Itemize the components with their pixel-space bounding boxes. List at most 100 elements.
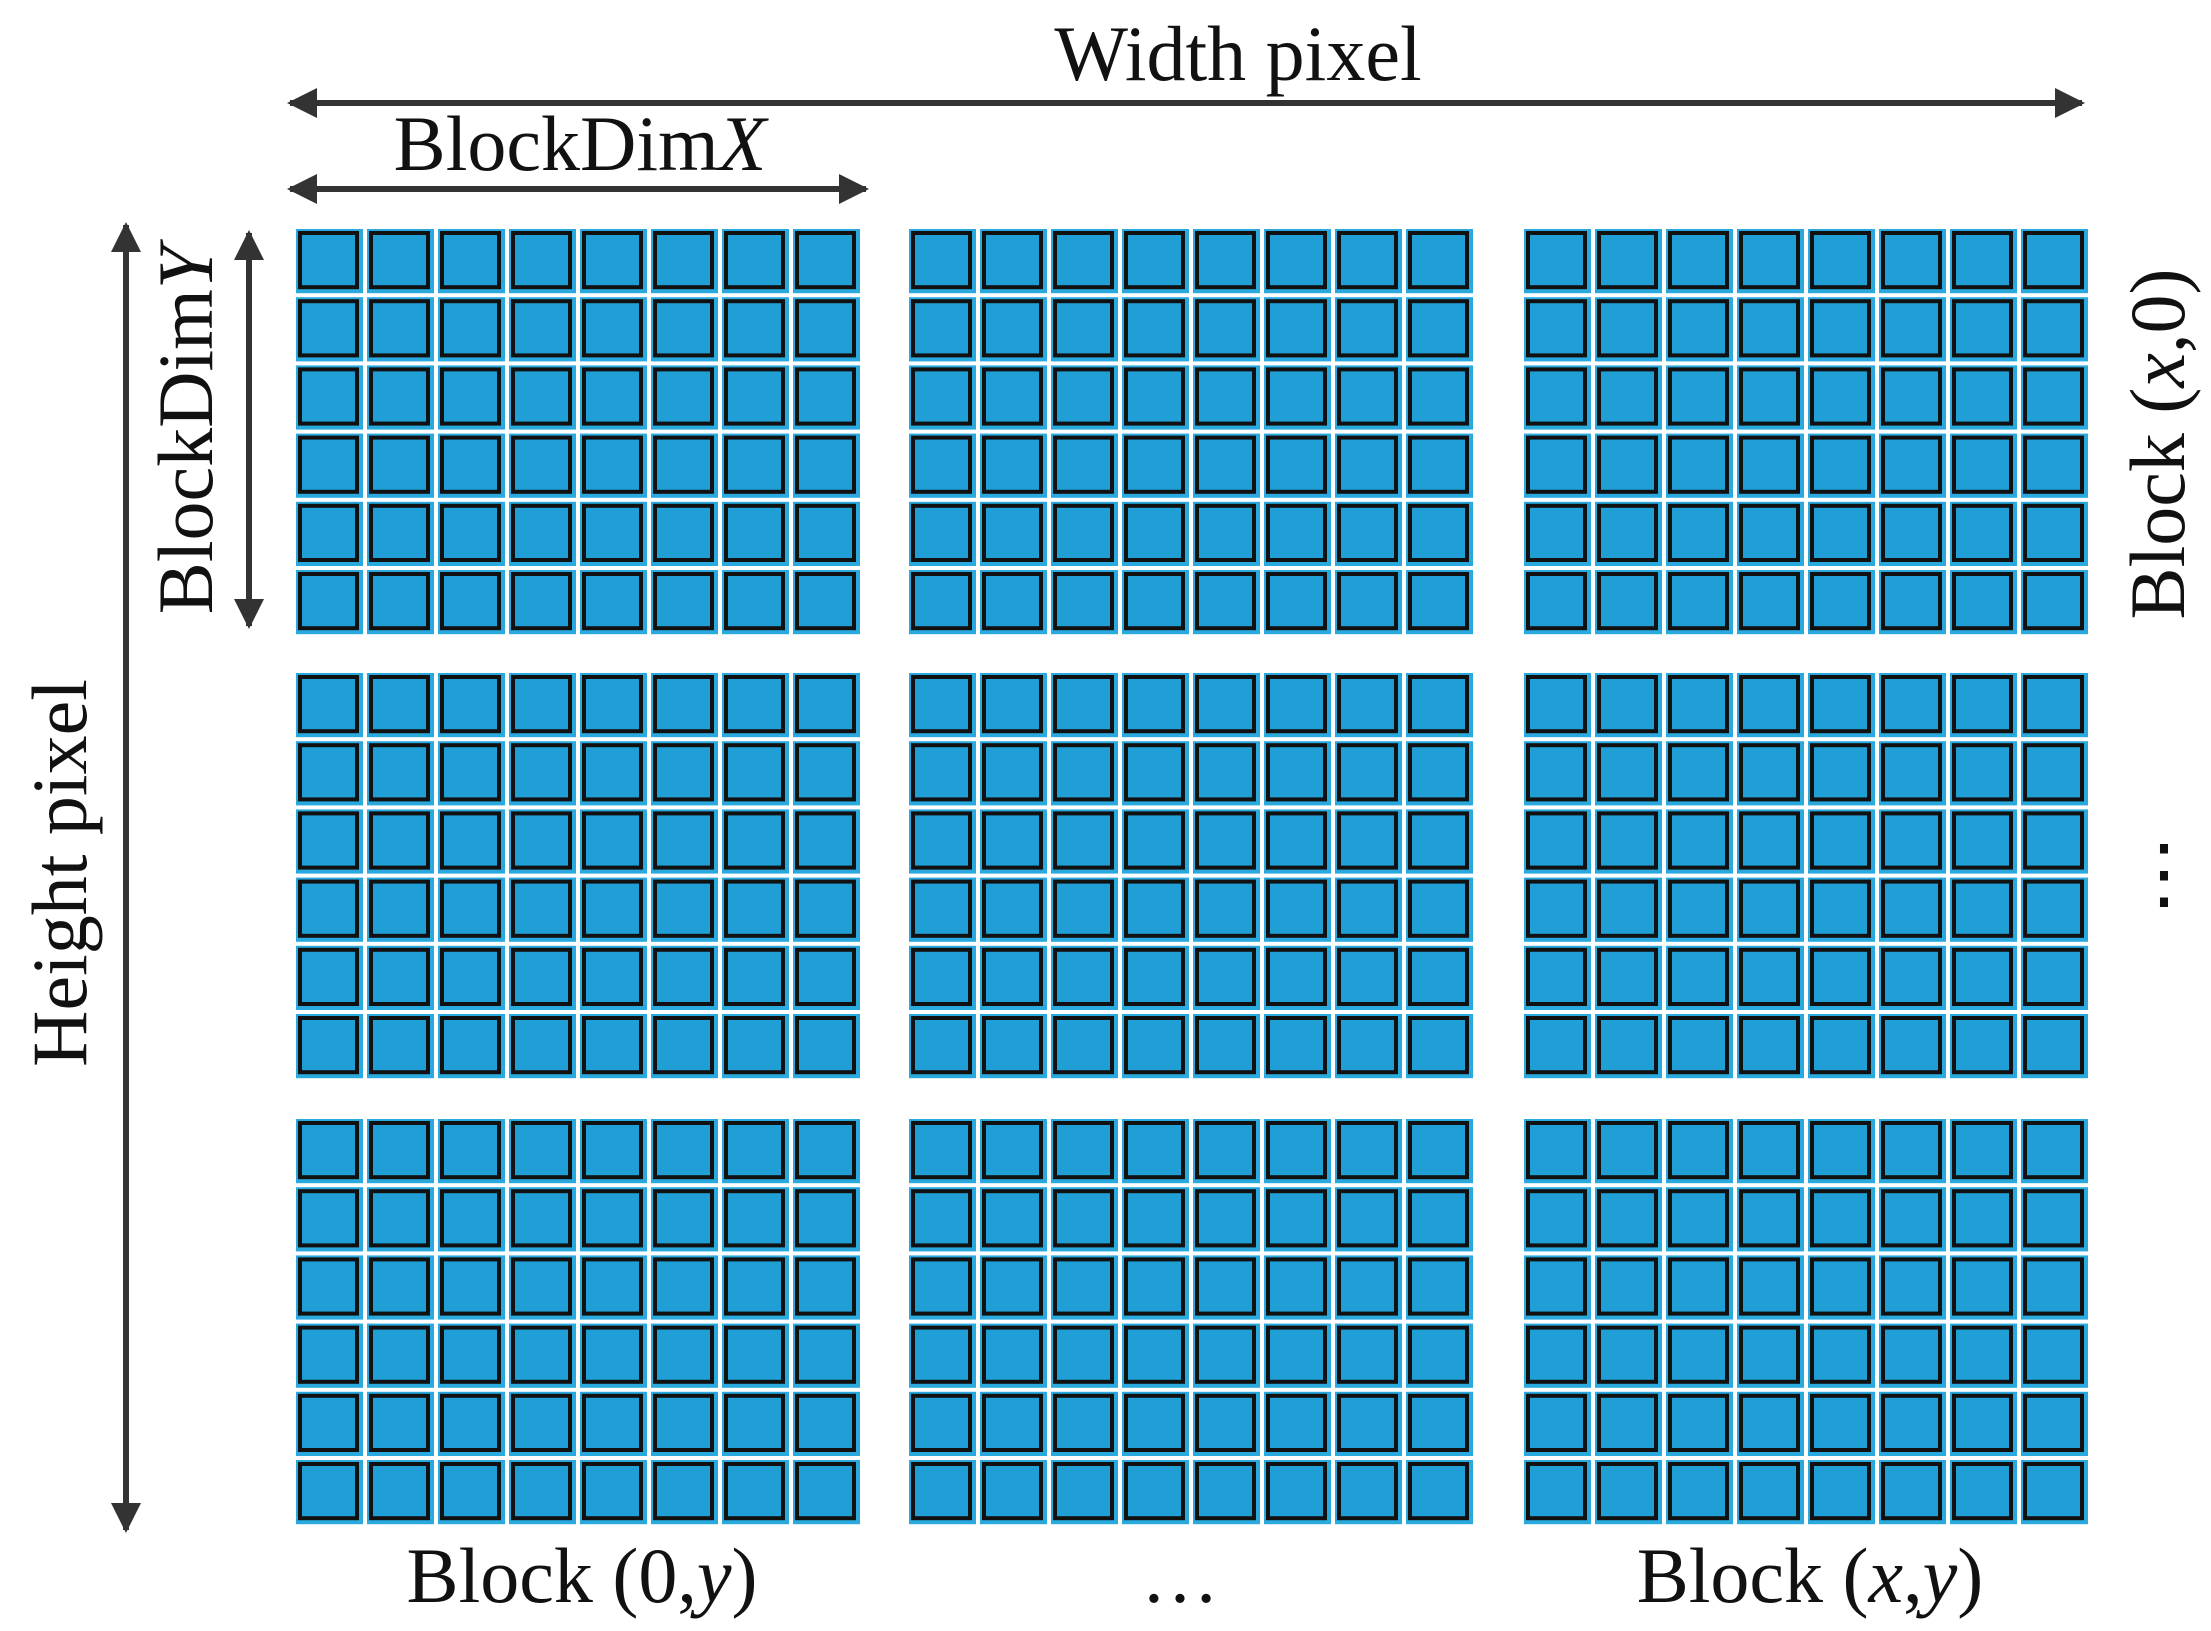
pixel-inner <box>1810 1257 1871 1316</box>
pixel-inner <box>298 1257 359 1316</box>
pixel-inner <box>1668 1189 1729 1248</box>
pixel-inner <box>1053 675 1114 734</box>
pixel-inner <box>795 1257 856 1316</box>
pixel-inner <box>298 231 359 290</box>
pixel-inner <box>369 1189 430 1248</box>
pixel-inner <box>982 743 1043 802</box>
pixel-inner <box>1124 299 1185 358</box>
pixel-inner <box>1124 811 1185 870</box>
pixel-inner <box>1526 503 1587 562</box>
pixel-inner <box>440 231 501 290</box>
pixel-inner <box>1952 675 2013 734</box>
pixel-inner <box>795 503 856 562</box>
pixel-inner <box>1526 1257 1587 1316</box>
pixel-inner <box>1668 1325 1729 1384</box>
pixel-inner <box>1668 743 1729 802</box>
pixel-inner <box>298 1462 359 1521</box>
pixel-inner <box>440 572 501 631</box>
pixel-inner <box>982 572 1043 631</box>
pixel-inner <box>982 1016 1043 1075</box>
pixel-inner <box>298 435 359 494</box>
pixel-inner <box>582 1325 643 1384</box>
pixel-inner <box>653 675 714 734</box>
pixel-inner <box>653 299 714 358</box>
pixel-inner <box>1739 1393 1800 1453</box>
pixel-inner <box>911 435 972 494</box>
pixel-inner <box>1195 572 1256 631</box>
width-label: Width pixel <box>1054 10 1421 97</box>
pixel-inner <box>1810 675 1871 734</box>
pixel-inner <box>1124 503 1185 562</box>
pixel-inner <box>795 743 856 802</box>
pixel-inner <box>1952 367 2013 426</box>
pixel-inner <box>440 811 501 870</box>
pixel-inner <box>653 811 714 870</box>
pixel-inner <box>511 1016 572 1075</box>
pixel-inner <box>440 299 501 358</box>
pixel-inner <box>369 1121 430 1180</box>
pixel-inner <box>982 811 1043 870</box>
pixel-inner <box>440 1325 501 1384</box>
pixel-inner <box>911 1257 972 1316</box>
pixel-inner <box>369 231 430 290</box>
pixel-inner <box>653 947 714 1006</box>
pixel-inner <box>1337 231 1398 290</box>
pixel-inner <box>1195 879 1256 938</box>
pixel-inner <box>982 1325 1043 1384</box>
pixel-inner <box>1881 299 1942 358</box>
pixel-inner <box>1668 1393 1729 1453</box>
pixel-inner <box>1668 435 1729 494</box>
pixel-inner <box>1668 503 1729 562</box>
pixel-inner <box>1597 572 1658 631</box>
pixel-inner <box>1337 503 1398 562</box>
pixel-inner <box>2023 1325 2084 1384</box>
pixel-inner <box>982 1393 1043 1453</box>
pixel-inner <box>653 1257 714 1316</box>
pixel-inner <box>911 1325 972 1384</box>
pixel-inner <box>1597 1189 1658 1248</box>
pixel-inner <box>1526 743 1587 802</box>
pixel-inner <box>440 503 501 562</box>
pixel-inner <box>911 1121 972 1180</box>
pixel-inner <box>1526 675 1587 734</box>
pixel-inner <box>1337 879 1398 938</box>
pixel-inner <box>1053 1325 1114 1384</box>
pixel-inner <box>1810 879 1871 938</box>
pixel-inner <box>911 1016 972 1075</box>
pixel-inner <box>982 231 1043 290</box>
pixel-inner <box>1526 1121 1587 1180</box>
pixel-inner <box>2023 1462 2084 1521</box>
pixel-inner <box>1266 811 1327 870</box>
pixel-inner <box>1266 367 1327 426</box>
pixel-inner <box>1739 231 1800 290</box>
pixel-inner <box>1337 1257 1398 1316</box>
pixel-inner <box>511 811 572 870</box>
pixel-inner <box>440 435 501 494</box>
label-part: BlockDim <box>394 100 719 187</box>
pixel-inner <box>795 1189 856 1248</box>
pixel-inner <box>2023 811 2084 870</box>
pixel-inner <box>653 1325 714 1384</box>
pixel-inner <box>298 811 359 870</box>
pixel-inner <box>1053 299 1114 358</box>
pixel-inner <box>1195 503 1256 562</box>
pixel-inner <box>511 1462 572 1521</box>
label-part: ,0) <box>2114 269 2201 353</box>
pixel-inner <box>298 572 359 631</box>
pixel-inner <box>1952 1325 2013 1384</box>
pixel-inner <box>2023 367 2084 426</box>
pixel-inner <box>653 1016 714 1075</box>
pixel-inner <box>1739 1462 1800 1521</box>
pixel-inner <box>724 1393 785 1453</box>
pixel-inner <box>1408 1121 1469 1180</box>
pixel-inner <box>1266 1016 1327 1075</box>
pixel-inner <box>1597 1016 1658 1075</box>
pixel-inner <box>1408 879 1469 938</box>
label-part: X <box>716 100 770 187</box>
pixel-inner <box>1881 675 1942 734</box>
block-dim-x-label: BlockDimX <box>394 100 770 187</box>
pixel-inner <box>440 947 501 1006</box>
pixel-inner <box>2023 1257 2084 1316</box>
pixel-inner <box>582 435 643 494</box>
pixel-inner <box>1124 1121 1185 1180</box>
